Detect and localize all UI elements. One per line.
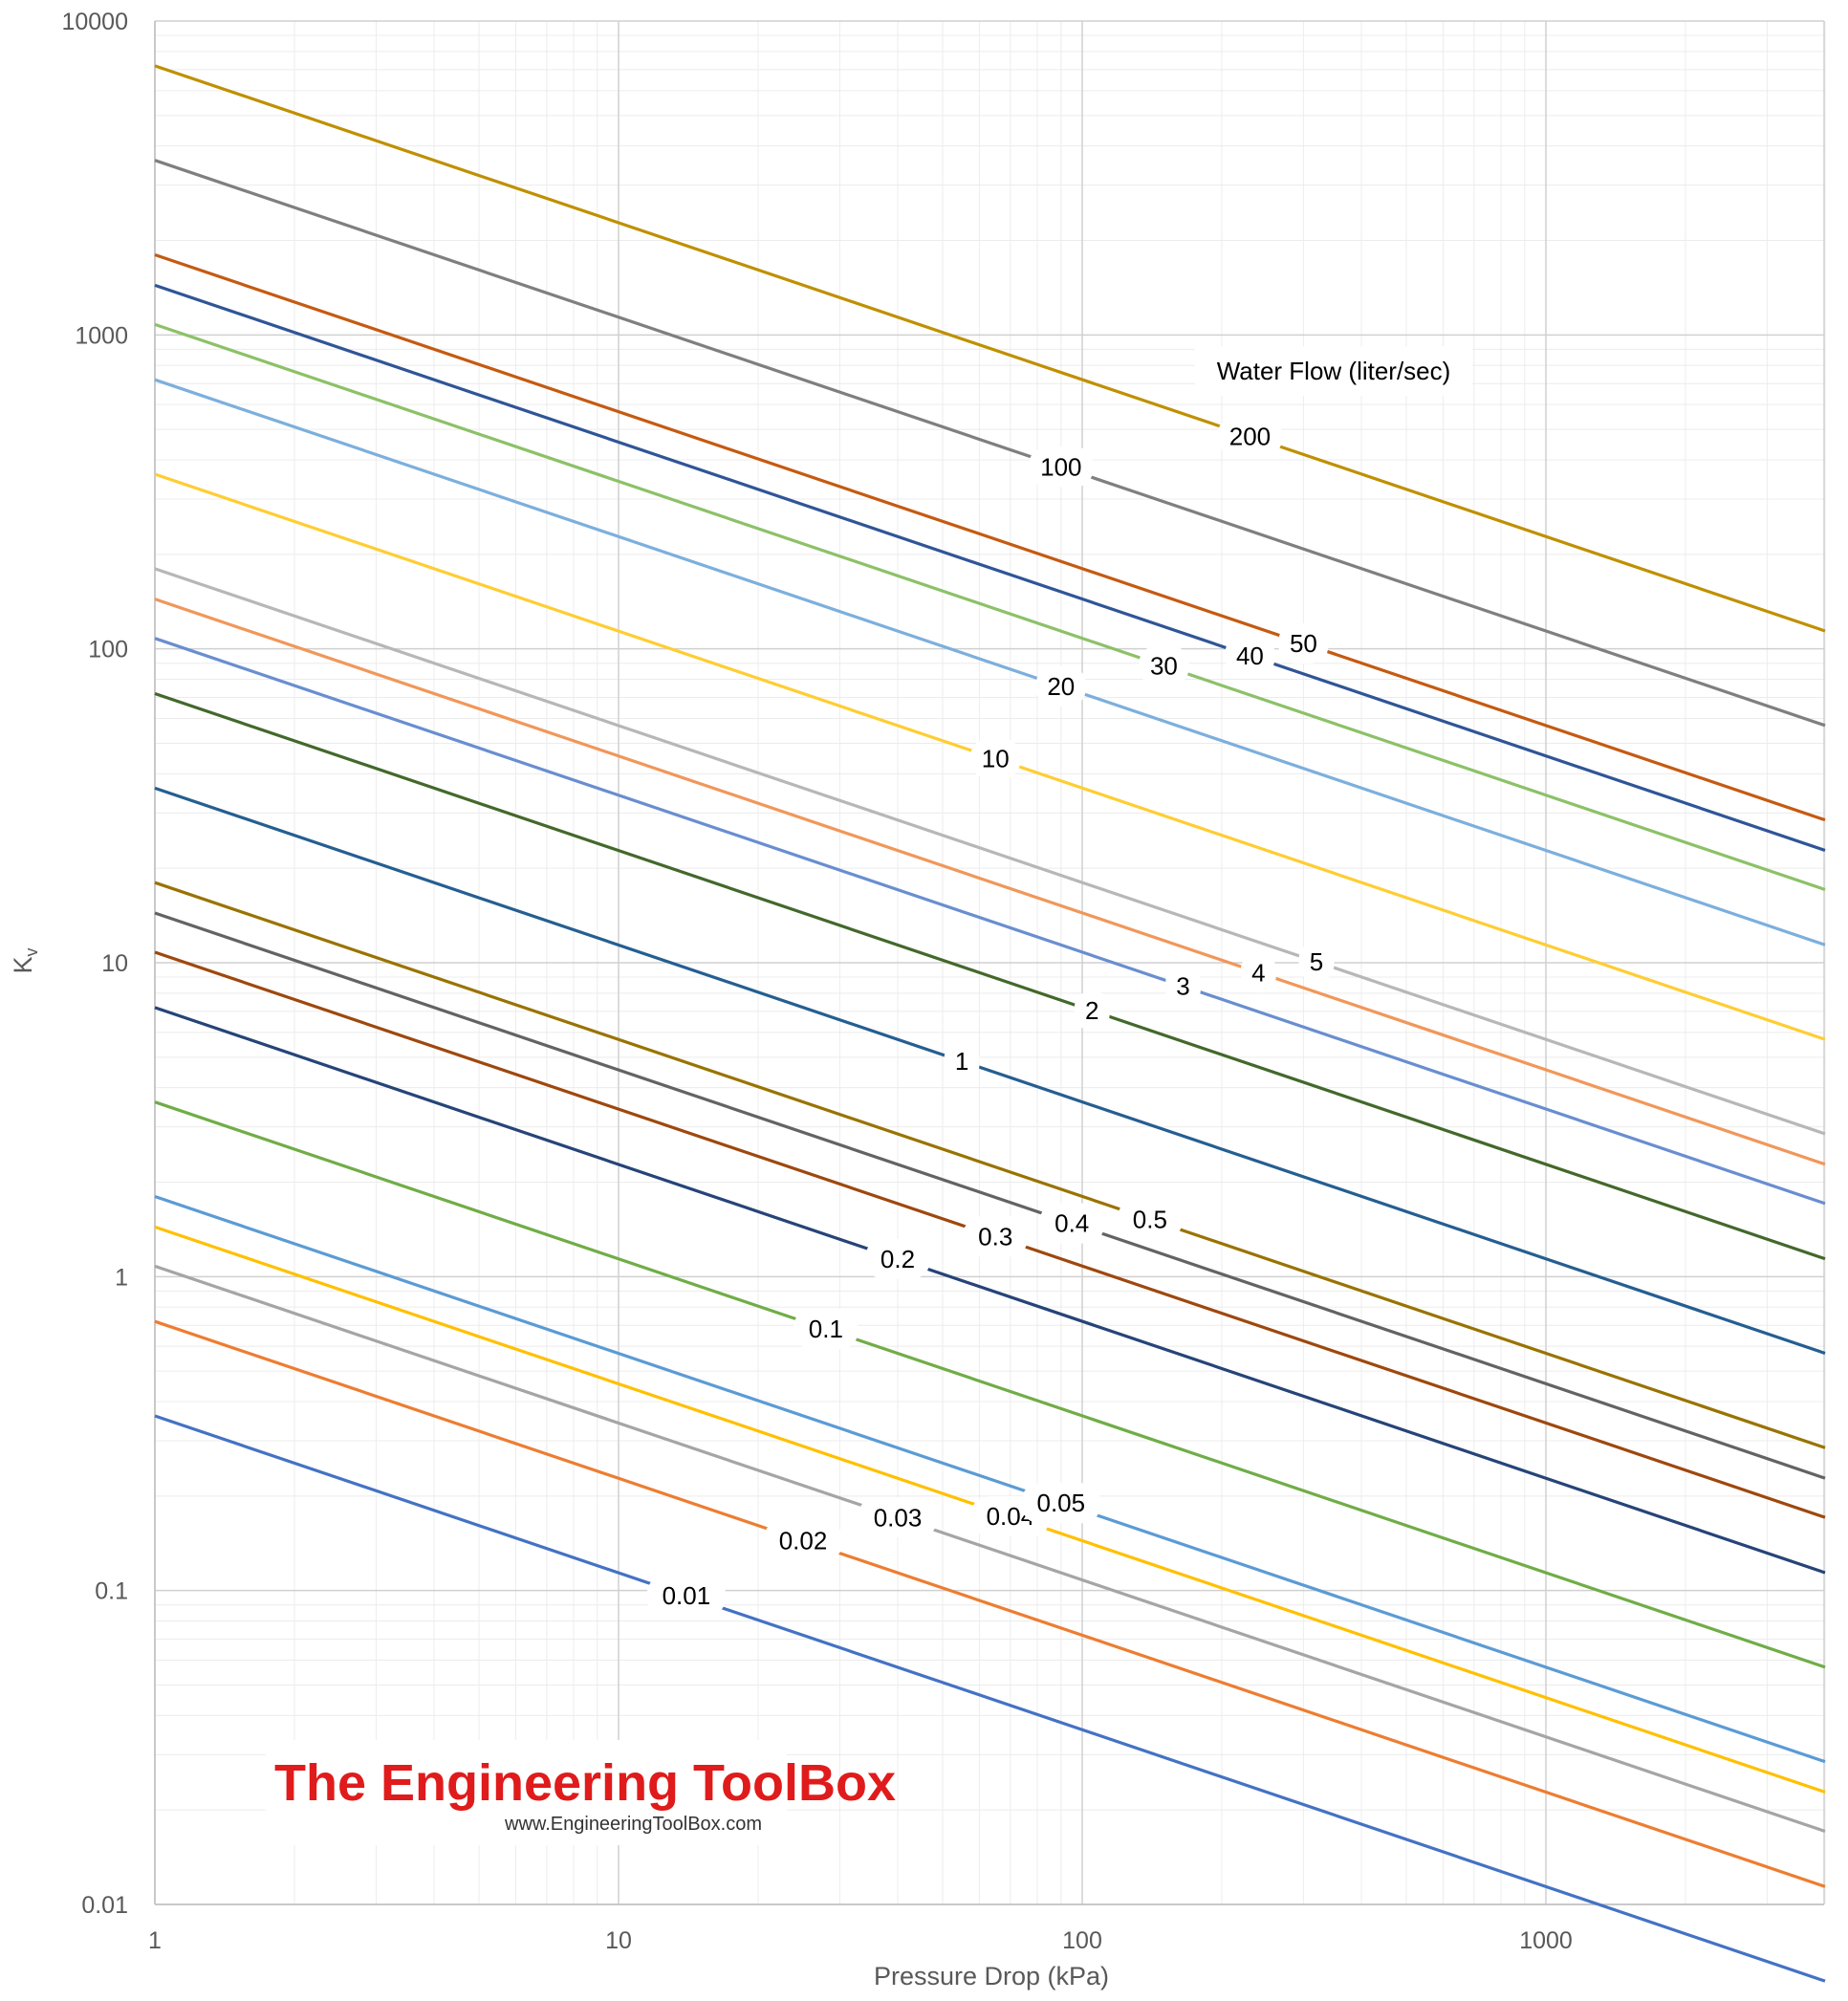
- engineering-toolbox-logo: The Engineering ToolBox www.EngineeringT…: [266, 1740, 896, 1845]
- plot-axes: [154, 21, 1824, 1905]
- y-tick-label: 0.01: [81, 1892, 128, 1919]
- flow-line-0.4: [154, 911, 1826, 1480]
- flow-label-5: 5: [1310, 947, 1323, 976]
- logo-title: The Engineering ToolBox: [274, 1754, 896, 1812]
- flow-label-2: 2: [1085, 996, 1098, 1025]
- y-tick-label: 10000: [61, 9, 128, 35]
- flow-line-20: [154, 378, 1826, 946]
- flow-label-background-0.2: [865, 1238, 930, 1279]
- flow-label-background-200: [1217, 416, 1282, 457]
- flow-label-0.5: 0.5: [1133, 1205, 1167, 1233]
- flow-label-background-0.1: [794, 1309, 859, 1350]
- x-tick-label: 100: [1062, 1927, 1102, 1954]
- flow-line-40: [154, 283, 1826, 852]
- legend-title-background: [1195, 346, 1472, 396]
- flow-label-3: 3: [1176, 972, 1189, 1001]
- x-axis-title: Pressure Drop (kPa): [874, 1962, 1109, 1990]
- flow-label-background-50: [1278, 623, 1329, 664]
- legend-title: Water Flow (liter/sec): [1217, 357, 1451, 385]
- y-axis-title-main: K: [9, 956, 37, 973]
- flow-label-background-3: [1164, 966, 1201, 1007]
- flow-label-background-0.4: [1039, 1203, 1104, 1244]
- flow-line-0.02: [154, 1319, 1826, 1888]
- y-tick-label: 0.1: [95, 1578, 128, 1605]
- flow-label-0.02: 0.02: [779, 1527, 828, 1555]
- flow-label-100: 100: [1040, 452, 1081, 481]
- flow-label-background-10: [970, 738, 1021, 779]
- flow-label-20: 20: [1047, 672, 1075, 701]
- x-tick-label: 1: [148, 1927, 162, 1954]
- flow-label-background-1: [944, 1040, 980, 1081]
- flow-line-0.2: [154, 1006, 1826, 1575]
- flow-label-background-100: [1029, 446, 1094, 488]
- flow-label-background-0.05: [1021, 1483, 1100, 1524]
- flow-label-background-5: [1298, 941, 1335, 982]
- y-tick-label: 1000: [75, 322, 128, 349]
- flow-label-0.05: 0.05: [1037, 1489, 1086, 1517]
- flow-label-background-2: [1074, 990, 1110, 1032]
- flow-label-background-0.03: [858, 1497, 937, 1538]
- logo-url: www.EngineeringToolBox.com: [504, 1814, 762, 1835]
- legend-title-group: Water Flow (liter/sec): [1195, 346, 1472, 396]
- flow-label-50: 50: [1290, 629, 1317, 658]
- flow-label-40: 40: [1236, 642, 1264, 670]
- flow-label-background-0.3: [963, 1216, 1028, 1257]
- flow-line-50: [154, 253, 1826, 822]
- y-tick-label: 1: [115, 1264, 128, 1291]
- flow-label-0.1: 0.1: [809, 1315, 843, 1343]
- flow-line-1: [154, 786, 1826, 1356]
- y-tick-label: 100: [88, 637, 128, 663]
- flow-line-0.05: [154, 1195, 1826, 1764]
- flow-line-0.5: [154, 881, 1826, 1449]
- flow-label-200: 200: [1229, 422, 1271, 450]
- flow-line-0.01: [154, 1414, 1826, 1983]
- flow-label-0.3: 0.3: [978, 1223, 1012, 1251]
- flow-line-0.03: [154, 1264, 1826, 1834]
- flow-line-100: [154, 159, 1826, 728]
- flow-label-0.03: 0.03: [874, 1503, 923, 1532]
- x-tick-label: 10: [605, 1927, 632, 1954]
- x-tick-labels: 1 10 100 1000: [148, 1927, 1573, 1954]
- y-axis-title: Kv: [9, 947, 41, 973]
- logo-background: [266, 1740, 787, 1845]
- flow-line-3: [154, 637, 1826, 1206]
- y-tick-label: 10: [101, 950, 128, 977]
- flow-label-0.2: 0.2: [881, 1245, 915, 1273]
- y-axis-title-subscript: v: [22, 947, 41, 956]
- flow-label-background-4: [1240, 952, 1276, 993]
- flow-label-1: 1: [955, 1047, 968, 1076]
- flow-line-30: [154, 322, 1826, 892]
- flow-line-5: [154, 567, 1826, 1136]
- y-tick-labels: 0.01 0.1 1 10 100 1000 10000: [61, 9, 128, 1919]
- flow-label-0.01: 0.01: [663, 1581, 711, 1610]
- flow-line-4: [154, 598, 1826, 1166]
- x-tick-label: 1000: [1519, 1927, 1573, 1954]
- flow-label-0.4: 0.4: [1054, 1209, 1089, 1238]
- flow-label-background-40: [1225, 635, 1275, 676]
- flow-label-background-20: [1035, 665, 1086, 707]
- flow-label-background-0.01: [646, 1576, 726, 1617]
- flow-label-background-30: [1139, 645, 1189, 686]
- flow-label-30: 30: [1150, 651, 1178, 680]
- flow-line-200: [154, 64, 1826, 633]
- y-axis-title-group: Kv: [9, 947, 41, 973]
- flow-label-4: 4: [1251, 958, 1265, 987]
- flow-label-10: 10: [982, 745, 1010, 773]
- flow-label-background-0.02: [764, 1520, 843, 1561]
- flow-line-2: [154, 691, 1826, 1261]
- flow-line-0.1: [154, 1100, 1826, 1669]
- flow-label-background-0.5: [1118, 1199, 1183, 1240]
